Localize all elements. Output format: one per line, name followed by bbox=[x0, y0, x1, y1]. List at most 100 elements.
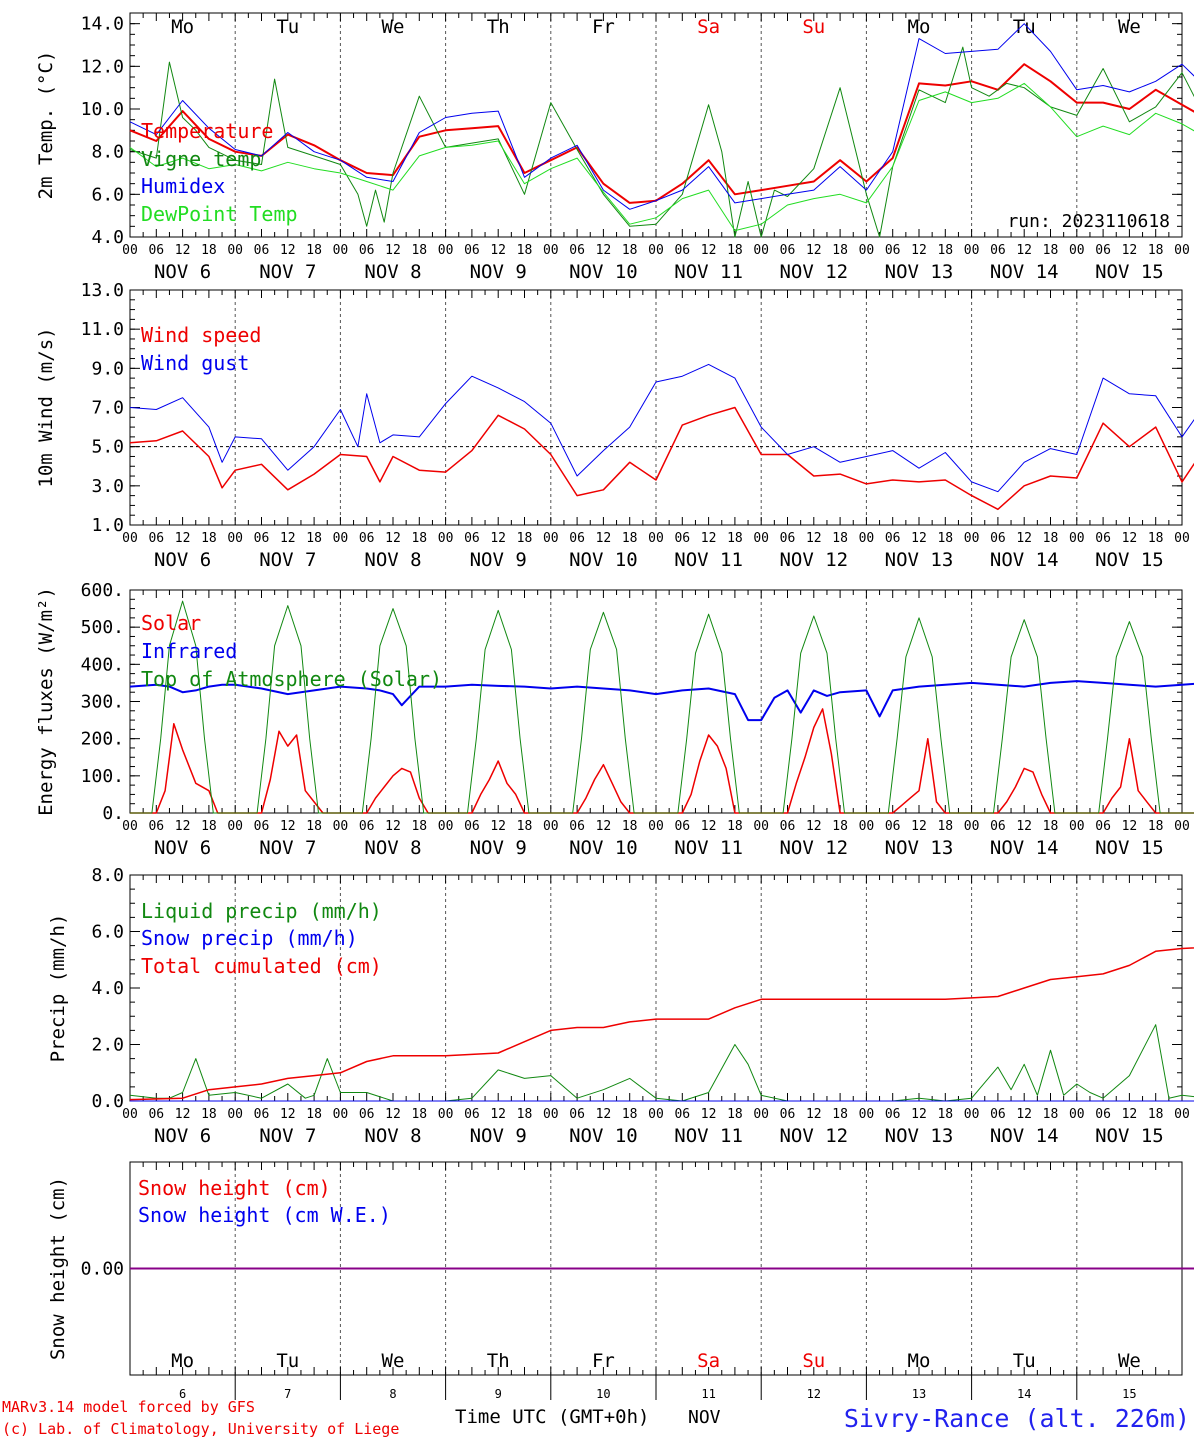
date-label: NOV 9 bbox=[470, 261, 527, 283]
hour-label: 18 bbox=[937, 531, 953, 546]
y-tick-label: 6.0 bbox=[91, 922, 124, 943]
hour-label: 18 bbox=[306, 1107, 322, 1122]
day-number-label: 9 bbox=[495, 1387, 502, 1401]
hour-label: 00 bbox=[753, 243, 769, 258]
hour-label: 18 bbox=[832, 819, 848, 834]
hour-label: 00 bbox=[122, 1107, 138, 1122]
series-line bbox=[129, 363, 1194, 493]
hour-label: 00 bbox=[227, 243, 243, 258]
hour-label: 06 bbox=[780, 531, 796, 546]
hour-label: 12 bbox=[490, 819, 506, 834]
date-label: NOV 14 bbox=[990, 837, 1059, 859]
y-tick-label: 9.0 bbox=[91, 358, 124, 379]
model-credit: MARv3.14 model forced by GFS bbox=[2, 1398, 255, 1416]
hour-label: 00 bbox=[859, 1107, 875, 1122]
day-of-week-label: Sa bbox=[697, 16, 720, 38]
y-tick-label: 0.0 bbox=[91, 1091, 124, 1112]
hour-label: 00 bbox=[753, 819, 769, 834]
x-axis-label: Time UTC (GMT+0h) bbox=[455, 1406, 649, 1428]
date-label: NOV 11 bbox=[674, 1125, 743, 1147]
date-label: NOV 8 bbox=[364, 261, 421, 283]
day-of-week-label: Mo bbox=[908, 16, 931, 38]
hour-label: 00 bbox=[859, 819, 875, 834]
date-label: NOV 15 bbox=[1095, 549, 1164, 571]
hour-label: 18 bbox=[201, 243, 217, 258]
day-of-week-label: Tu bbox=[276, 16, 299, 38]
y-tick-label: 8.0 bbox=[91, 865, 124, 886]
hour-label: 00 bbox=[1069, 243, 1085, 258]
hour-label: 12 bbox=[911, 531, 927, 546]
y-tick-label: 600. bbox=[81, 580, 124, 601]
hour-label: 00 bbox=[333, 531, 349, 546]
hour-label: 12 bbox=[701, 243, 717, 258]
y-tick-label: 4.0 bbox=[91, 227, 124, 248]
hour-label: 06 bbox=[254, 819, 270, 834]
hour-label: 00 bbox=[438, 819, 454, 834]
series-line bbox=[129, 23, 1194, 210]
hour-label: 18 bbox=[727, 243, 743, 258]
date-label: NOV 6 bbox=[154, 837, 211, 859]
day-number-label: 15 bbox=[1122, 1387, 1136, 1401]
hour-label: 00 bbox=[648, 531, 664, 546]
hour-label: 18 bbox=[306, 243, 322, 258]
day-number-label: 8 bbox=[389, 1387, 396, 1401]
y-tick-label: 10.0 bbox=[81, 99, 124, 120]
date-label: NOV 13 bbox=[885, 549, 954, 571]
hour-label: 00 bbox=[964, 1107, 980, 1122]
lab-credit: (c) Lab. of Climatology, University of L… bbox=[2, 1420, 399, 1438]
hour-label: 18 bbox=[517, 819, 533, 834]
hour-label: 12 bbox=[806, 1107, 822, 1122]
hour-label: 00 bbox=[1069, 531, 1085, 546]
date-label: NOV 14 bbox=[990, 549, 1059, 571]
y-tick-label: 3.0 bbox=[91, 476, 124, 497]
hour-label: 12 bbox=[175, 243, 191, 258]
legend-entry: Snow height (cm W.E.) bbox=[138, 1203, 391, 1227]
series-line bbox=[129, 82, 1194, 232]
y-tick-label: 500. bbox=[81, 617, 124, 638]
legend-entry: DewPoint Temp bbox=[141, 202, 298, 226]
date-label: NOV 11 bbox=[674, 837, 743, 859]
series-line bbox=[129, 680, 1194, 722]
y-tick-label: 0.00 bbox=[81, 1259, 124, 1280]
date-label: NOV 7 bbox=[259, 549, 316, 571]
hour-label: 06 bbox=[569, 1107, 585, 1122]
hour-label: 06 bbox=[1095, 1107, 1111, 1122]
y-tick-label: 4.0 bbox=[91, 978, 124, 999]
date-label: NOV 6 bbox=[154, 261, 211, 283]
hour-label: 18 bbox=[1043, 1107, 1059, 1122]
date-label: NOV 10 bbox=[569, 261, 638, 283]
y-tick-label: 300. bbox=[81, 692, 124, 713]
hour-label: 06 bbox=[990, 1107, 1006, 1122]
hour-label: 18 bbox=[201, 1107, 217, 1122]
hour-label: 18 bbox=[727, 819, 743, 834]
day-of-week-label: We bbox=[1118, 16, 1141, 38]
hour-label: 00 bbox=[543, 819, 559, 834]
hour-label: 06 bbox=[569, 243, 585, 258]
series-line bbox=[129, 947, 1194, 1101]
hour-label: 18 bbox=[937, 1107, 953, 1122]
date-label: NOV 14 bbox=[990, 1125, 1059, 1147]
date-label: NOV 10 bbox=[569, 837, 638, 859]
hour-label: 06 bbox=[674, 819, 690, 834]
hour-label: 18 bbox=[622, 1107, 638, 1122]
y-tick-label: 12.0 bbox=[81, 56, 124, 77]
hour-label: 18 bbox=[832, 243, 848, 258]
hour-label: 12 bbox=[280, 531, 296, 546]
hour-label: 12 bbox=[701, 819, 717, 834]
hour-label: 00 bbox=[438, 243, 454, 258]
hour-label: 00 bbox=[1174, 531, 1190, 546]
hour-label: 00 bbox=[333, 819, 349, 834]
hour-label: 00 bbox=[122, 531, 138, 546]
hour-label: 12 bbox=[385, 819, 401, 834]
hour-label: 00 bbox=[438, 1107, 454, 1122]
date-label: NOV 8 bbox=[364, 1125, 421, 1147]
hour-label: 06 bbox=[464, 1107, 480, 1122]
date-label: NOV 15 bbox=[1095, 837, 1164, 859]
hour-label: 06 bbox=[359, 531, 375, 546]
series-line bbox=[130, 708, 1194, 814]
y-tick-label: 100. bbox=[81, 766, 124, 787]
date-label: NOV 15 bbox=[1095, 1125, 1164, 1147]
day-number-label: 14 bbox=[1017, 1387, 1031, 1401]
hour-label: 12 bbox=[701, 1107, 717, 1122]
hour-label: 12 bbox=[1122, 243, 1138, 258]
